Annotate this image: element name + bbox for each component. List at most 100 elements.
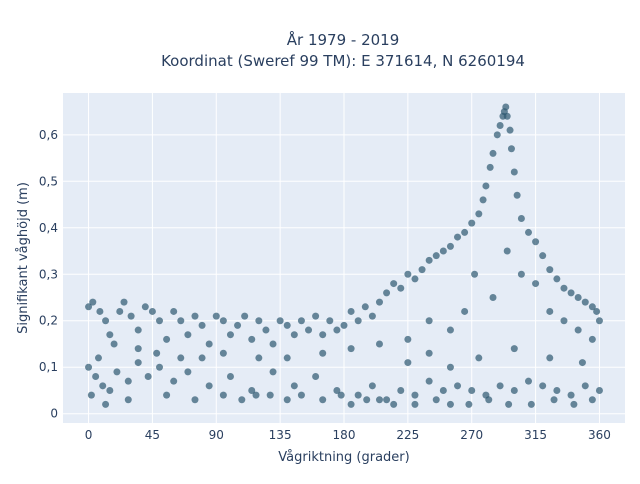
data-point — [252, 391, 260, 399]
data-point — [248, 386, 256, 394]
data-point — [404, 359, 412, 367]
data-point — [570, 400, 578, 408]
data-point — [116, 307, 124, 315]
data-point — [85, 303, 93, 311]
data-point — [574, 326, 582, 334]
data-point — [269, 340, 277, 348]
data-point — [205, 340, 213, 348]
data-point — [297, 317, 305, 325]
data-point — [493, 131, 501, 139]
data-point — [219, 317, 227, 325]
data-point — [425, 377, 433, 385]
data-point — [226, 373, 234, 381]
data-point — [446, 242, 454, 250]
data-point — [94, 354, 102, 362]
data-point — [156, 317, 164, 325]
data-point — [283, 321, 291, 329]
data-point — [404, 270, 412, 278]
x-tick-label: 90 — [209, 428, 224, 442]
data-point — [553, 275, 561, 283]
data-point — [347, 400, 355, 408]
data-point — [553, 386, 561, 394]
data-point — [205, 382, 213, 390]
data-point — [461, 307, 469, 315]
data-point — [446, 400, 454, 408]
data-point — [524, 228, 532, 236]
data-point — [375, 340, 383, 348]
data-point — [397, 386, 405, 394]
data-point — [546, 354, 554, 362]
data-point — [581, 382, 589, 390]
data-point — [489, 149, 497, 157]
data-point — [340, 321, 348, 329]
data-point — [124, 396, 132, 404]
data-point — [219, 391, 227, 399]
data-point — [148, 307, 156, 315]
data-point — [238, 396, 246, 404]
data-point — [432, 252, 440, 260]
data-point — [425, 349, 433, 357]
data-point — [363, 396, 371, 404]
data-point — [347, 345, 355, 353]
data-point — [144, 373, 152, 381]
data-point — [312, 373, 320, 381]
data-point — [283, 396, 291, 404]
data-point — [368, 312, 376, 320]
data-point — [212, 312, 220, 320]
data-point — [92, 373, 100, 381]
data-point — [198, 321, 206, 329]
data-point — [347, 307, 355, 315]
x-tick-label: 45 — [145, 428, 160, 442]
data-point — [124, 377, 132, 385]
data-point — [465, 400, 473, 408]
data-point — [368, 382, 376, 390]
data-point — [170, 377, 178, 385]
y-tick-labels: 0 0,1 0,2 0,3 0,4 0,5 0,6 — [39, 128, 58, 421]
data-point — [102, 400, 110, 408]
x-tick-label: 225 — [396, 428, 419, 442]
data-point — [354, 391, 362, 399]
data-point — [191, 396, 199, 404]
data-point — [383, 396, 391, 404]
data-point — [248, 335, 256, 343]
data-point — [96, 307, 104, 315]
data-point — [354, 317, 362, 325]
x-tick-label: 315 — [524, 428, 547, 442]
data-point — [106, 331, 114, 339]
data-point — [468, 386, 476, 394]
data-point — [446, 326, 454, 334]
y-tick-label: 0,3 — [39, 267, 58, 281]
data-point — [539, 252, 547, 260]
data-point — [134, 359, 142, 367]
data-point — [505, 400, 513, 408]
data-point — [588, 396, 596, 404]
data-point — [312, 312, 320, 320]
data-point — [290, 382, 298, 390]
data-point — [489, 294, 497, 302]
data-point — [255, 354, 263, 362]
data-point — [595, 317, 603, 325]
data-point — [141, 303, 149, 311]
data-point — [517, 270, 525, 278]
data-point — [333, 326, 341, 334]
data-point — [120, 298, 128, 306]
data-point — [513, 191, 521, 199]
data-point — [532, 238, 540, 246]
data-points — [85, 103, 603, 408]
data-point — [99, 382, 107, 390]
data-point — [163, 391, 171, 399]
y-tick-label: 0 — [50, 407, 58, 421]
x-tick-label: 135 — [269, 428, 292, 442]
data-point — [89, 298, 97, 306]
data-point — [266, 391, 274, 399]
y-tick-label: 0,6 — [39, 128, 58, 142]
data-point — [482, 182, 490, 190]
data-point — [333, 386, 341, 394]
data-point — [113, 368, 121, 376]
data-point — [127, 312, 135, 320]
data-point — [170, 307, 178, 315]
data-point — [524, 377, 532, 385]
data-point — [510, 386, 518, 394]
y-axis-title: Signifikant våghöjd (m) — [16, 182, 31, 334]
